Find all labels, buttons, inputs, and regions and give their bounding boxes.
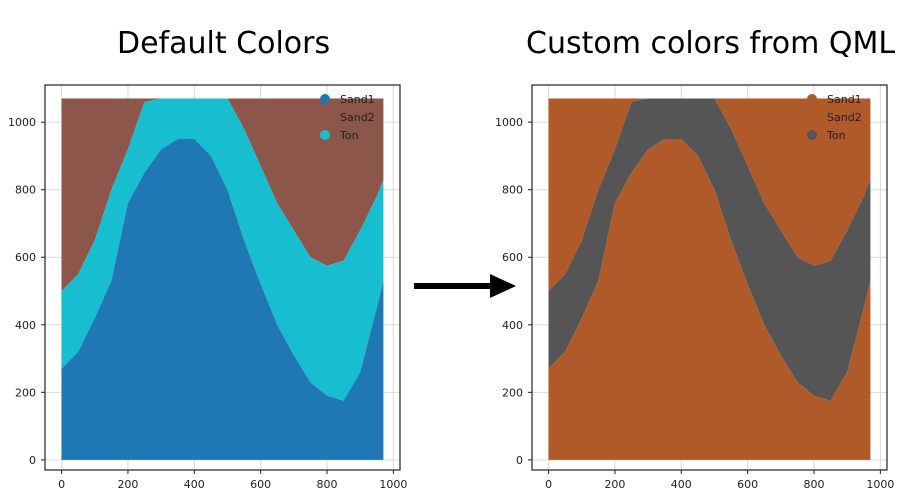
axes-frame	[44, 84, 401, 471]
chart-title-left: Default Colors	[117, 26, 331, 61]
area-sand2	[61, 98, 384, 291]
y-tick-label: 1000	[495, 116, 523, 129]
chart-custom-colors: 0 200 400 600 800 1000 0 200 400 600 800 1000 Sand1 S…	[495, 84, 894, 491]
x-tick-label: 0	[545, 478, 552, 491]
y-tick-label: 400	[15, 319, 36, 332]
y-tick-label: 600	[15, 251, 36, 264]
area-sand1	[548, 139, 871, 460]
y-tick-label: 0	[516, 454, 523, 467]
x-tick-label: 800	[317, 478, 338, 491]
legend-label: Ton	[339, 129, 359, 142]
area-sand1	[61, 139, 384, 460]
legend-label: Sand2	[827, 111, 862, 124]
y-tick-label: 800	[15, 184, 36, 197]
y-tick-label: 1000	[8, 116, 36, 129]
y-tick-label: 600	[502, 251, 523, 264]
chart-title-right: Custom colors from QML	[526, 26, 896, 61]
x-tick-label: 1000	[866, 478, 894, 491]
legend-label: Sand2	[340, 111, 375, 124]
legend-marker	[320, 130, 330, 140]
y-tick-label: 800	[502, 184, 523, 197]
chart-default-colors: 0 200 400 600 800 1000 0 200 400 600 800 1000 Sand1 S…	[8, 84, 407, 491]
axes-frame	[531, 84, 888, 471]
legend-marker	[320, 94, 330, 104]
legend-label: Sand1	[340, 93, 375, 106]
x-tick-label: 0	[58, 478, 65, 491]
x-tick-label: 400	[671, 478, 692, 491]
y-tick-label: 200	[15, 386, 36, 399]
x-tick-label: 200	[117, 478, 138, 491]
y-tick-label: 200	[502, 386, 523, 399]
x-tick-label: 800	[804, 478, 825, 491]
area-ton	[548, 98, 871, 401]
y-tick-label: 0	[29, 454, 36, 467]
legend-label: Ton	[826, 129, 846, 142]
legend-label: Sand1	[827, 93, 862, 106]
area-sand2	[548, 98, 871, 291]
right-arrow-icon	[414, 274, 516, 298]
x-tick-label: 600	[250, 478, 271, 491]
legend-marker	[807, 130, 817, 140]
x-tick-label: 600	[737, 478, 758, 491]
x-tick-label: 1000	[379, 478, 407, 491]
y-tick-label: 400	[502, 319, 523, 332]
area-ton	[61, 98, 384, 401]
legend-marker	[807, 94, 817, 104]
x-tick-label: 200	[604, 478, 625, 491]
x-tick-label: 400	[184, 478, 205, 491]
